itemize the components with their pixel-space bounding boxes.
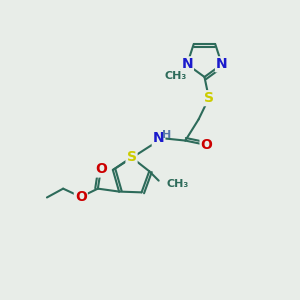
Text: O: O [201, 138, 212, 152]
Text: N: N [181, 57, 193, 71]
Text: H: H [162, 130, 171, 140]
Text: O: O [95, 163, 107, 176]
Text: CH₃: CH₃ [165, 70, 187, 81]
Text: N: N [216, 57, 228, 71]
Text: CH₃: CH₃ [167, 178, 189, 189]
Text: N: N [153, 131, 164, 145]
Text: S: S [127, 150, 136, 164]
Text: S: S [204, 91, 214, 105]
Text: O: O [75, 190, 87, 204]
